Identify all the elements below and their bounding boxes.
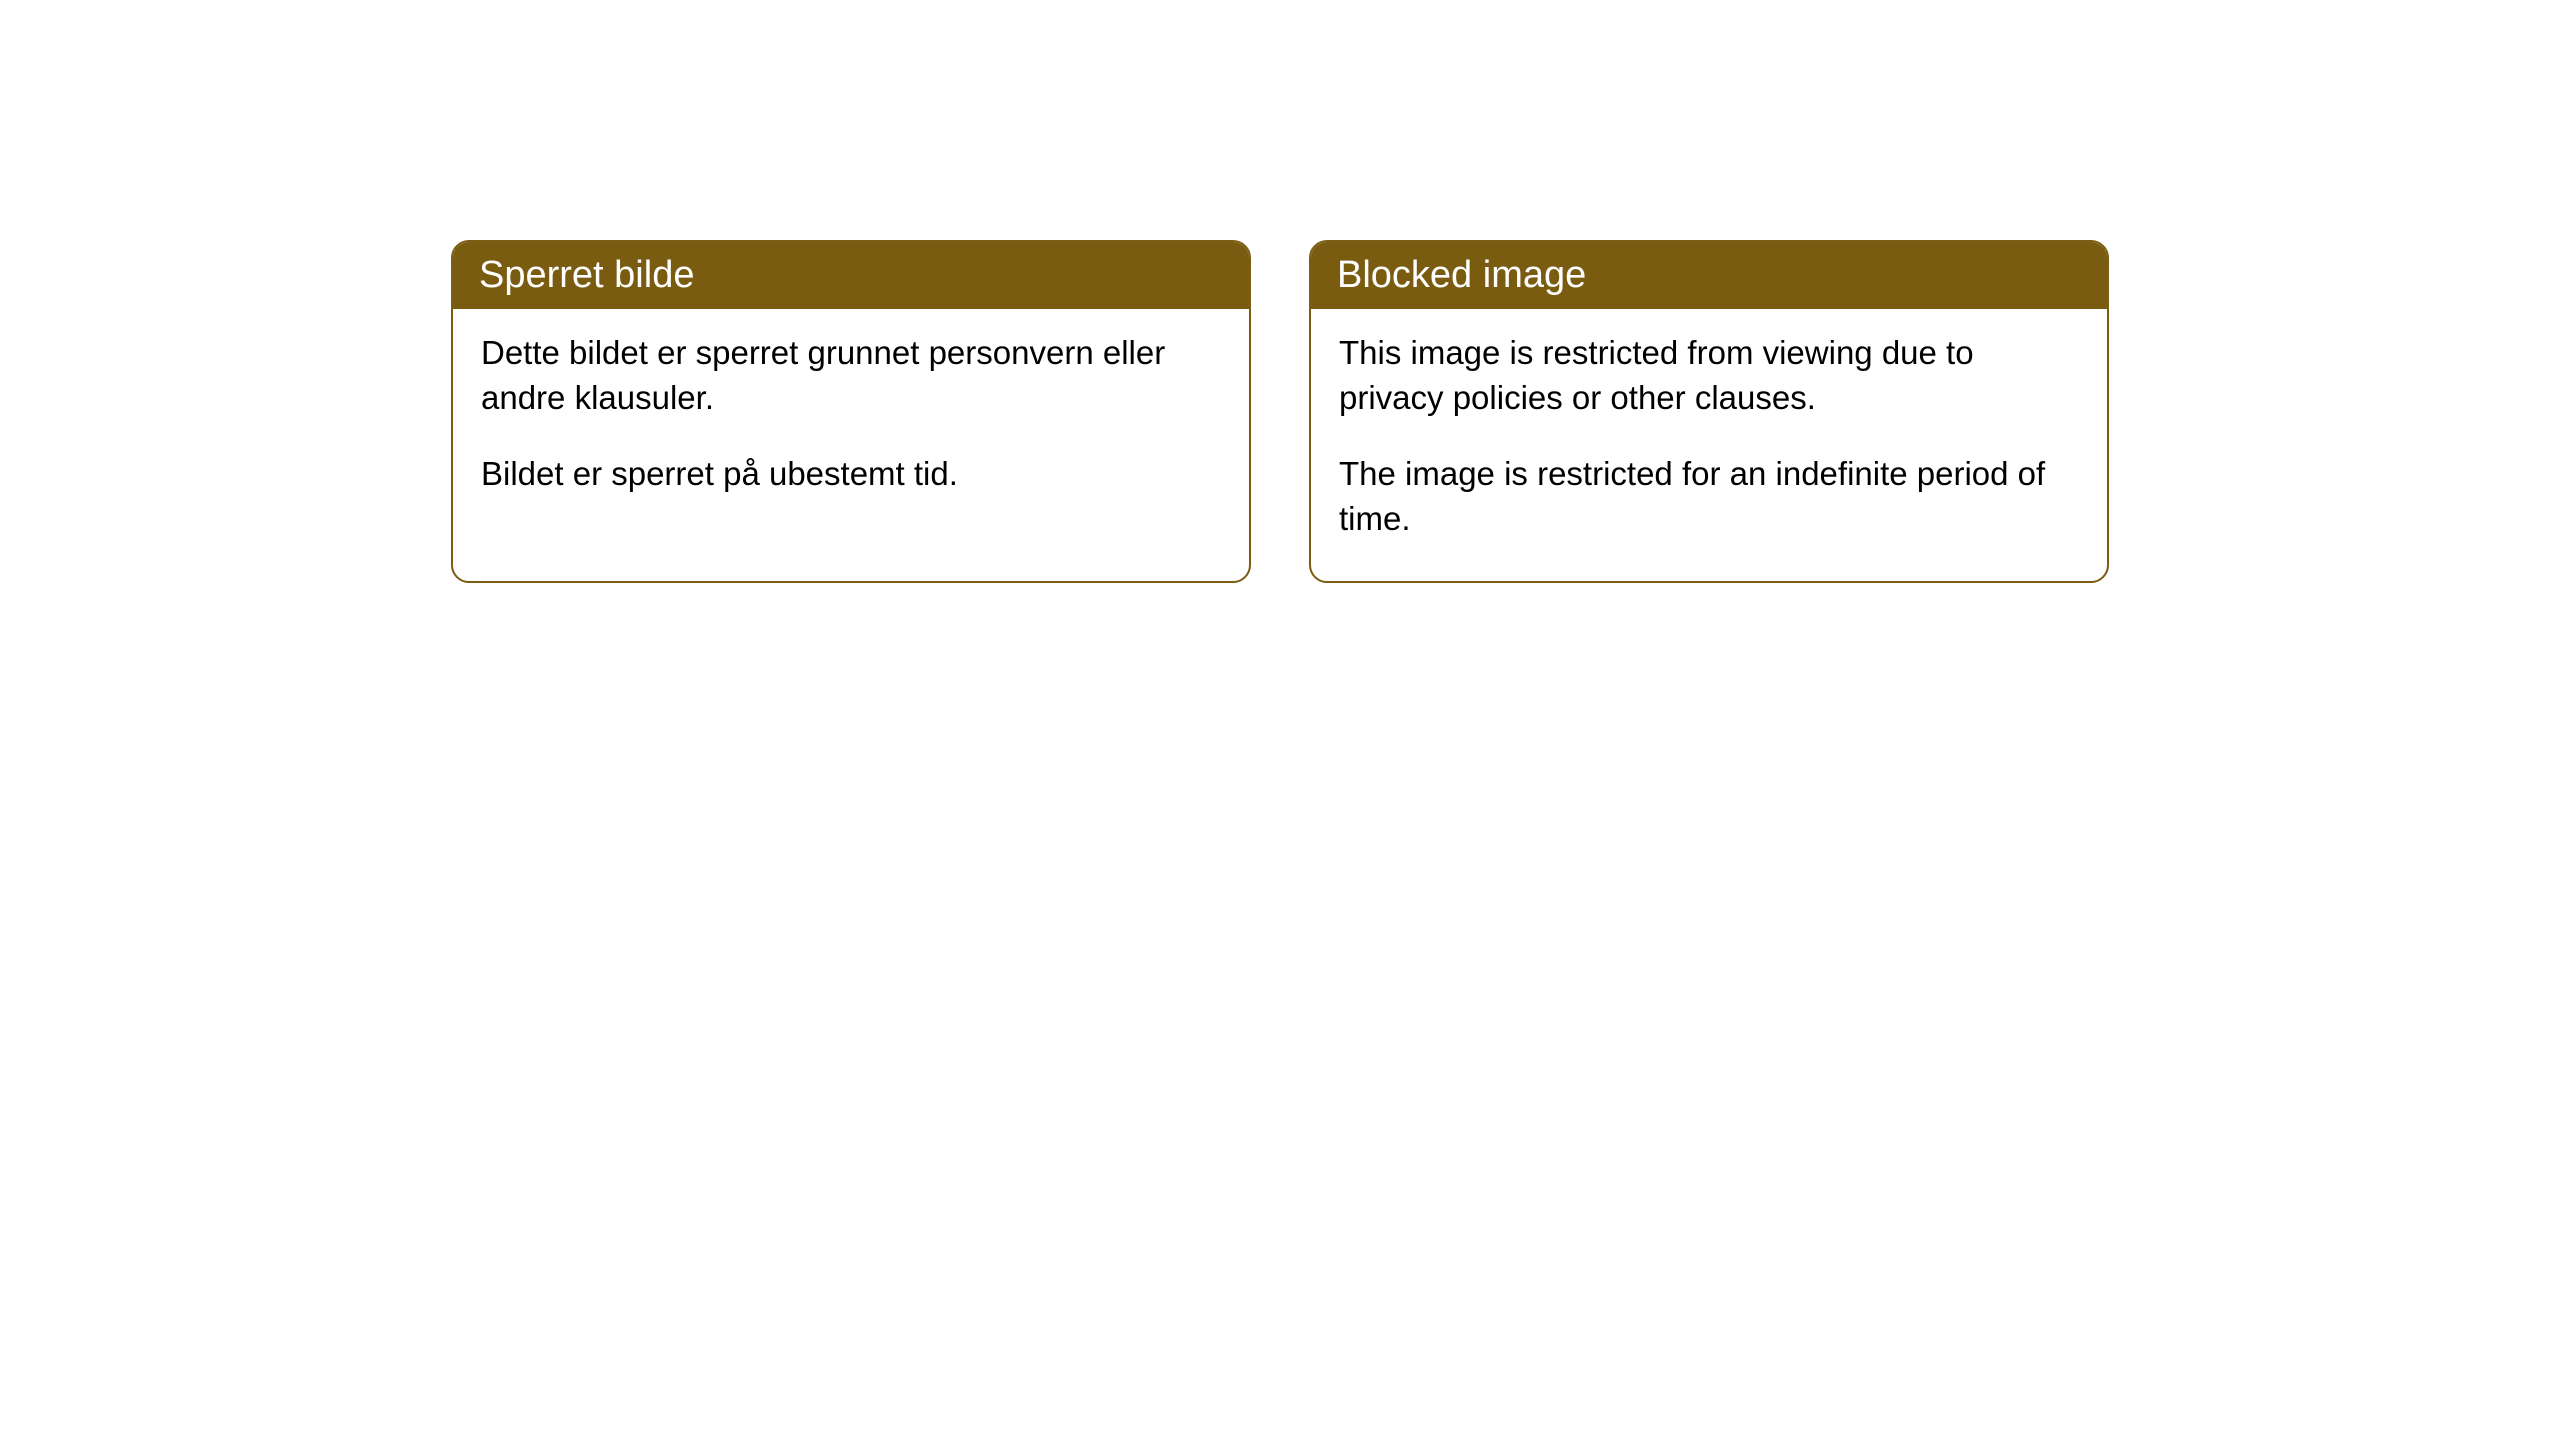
notice-header-english: Blocked image bbox=[1311, 242, 2107, 309]
notice-paragraph: The image is restricted for an indefinit… bbox=[1339, 452, 2079, 541]
notice-paragraph: This image is restricted from viewing du… bbox=[1339, 331, 2079, 420]
notice-paragraph: Bildet er sperret på ubestemt tid. bbox=[481, 452, 1221, 497]
notice-body-norwegian: Dette bildet er sperret grunnet personve… bbox=[453, 309, 1249, 537]
notice-body-english: This image is restricted from viewing du… bbox=[1311, 309, 2107, 581]
notice-box-norwegian: Sperret bilde Dette bildet er sperret gr… bbox=[451, 240, 1251, 583]
notice-paragraph: Dette bildet er sperret grunnet personve… bbox=[481, 331, 1221, 420]
notices-container: Sperret bilde Dette bildet er sperret gr… bbox=[0, 240, 2560, 583]
notice-box-english: Blocked image This image is restricted f… bbox=[1309, 240, 2109, 583]
notice-header-norwegian: Sperret bilde bbox=[453, 242, 1249, 309]
